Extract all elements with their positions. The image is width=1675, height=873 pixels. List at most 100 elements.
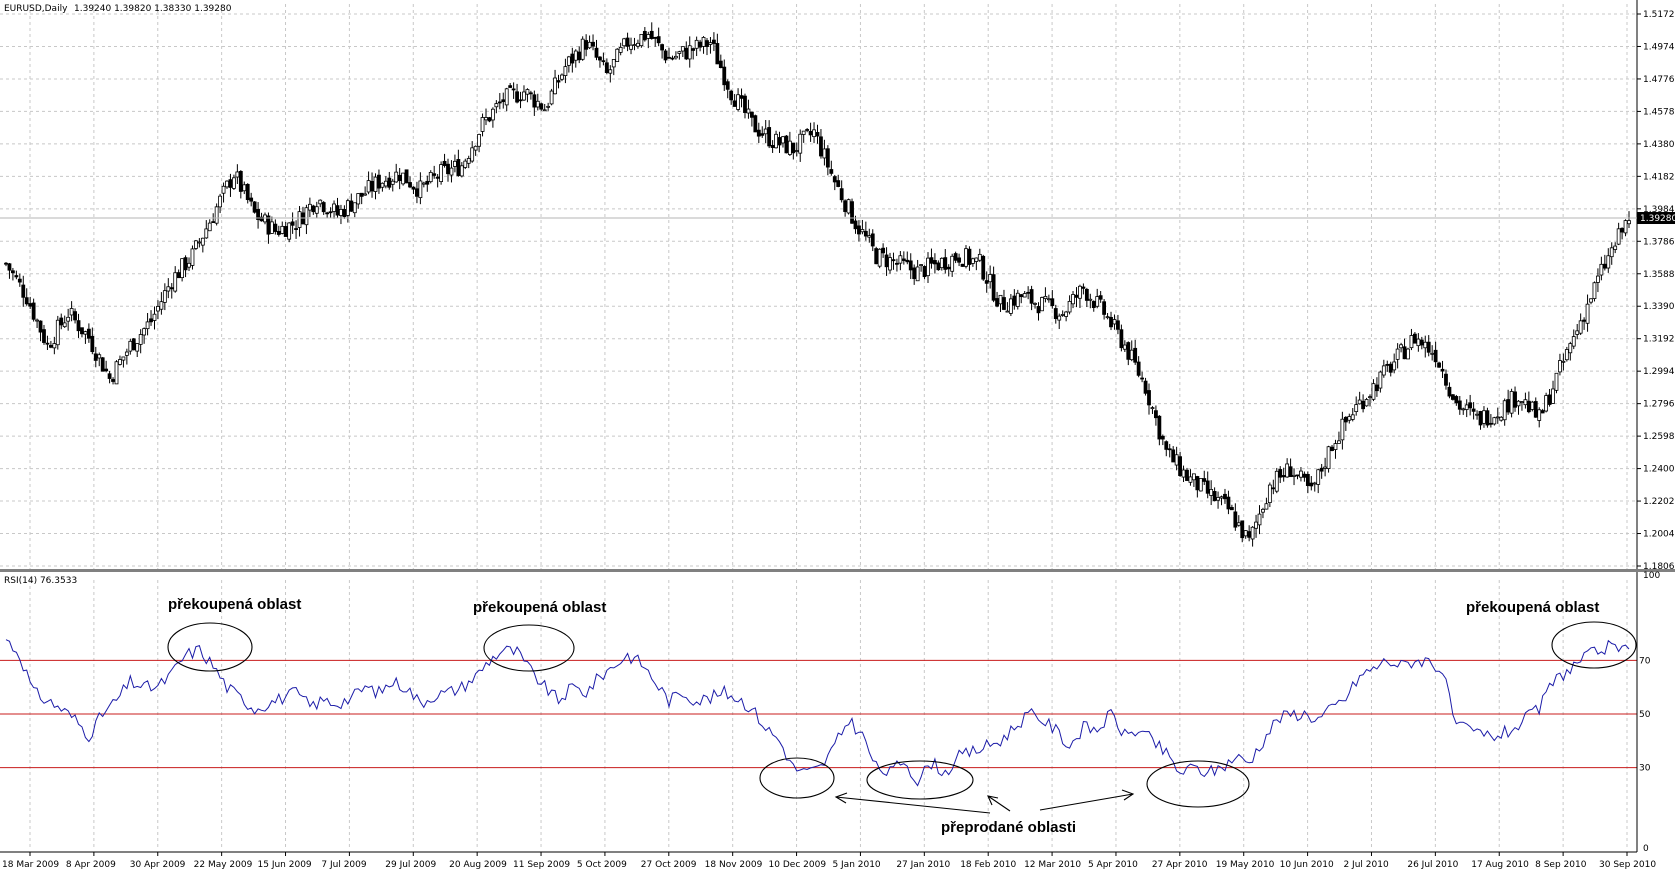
candle [1623,219,1628,237]
candle-body [200,237,205,246]
candle [307,197,312,218]
candle-body [1357,399,1362,405]
candle-body [660,44,665,51]
candle [946,264,951,277]
candle-body [1606,255,1611,269]
date-tick-label: 18 Nov 2009 [705,860,763,870]
candle [642,27,647,42]
candle [1575,324,1580,340]
price-tick-label: 1.39840 [1643,205,1675,215]
candle-body [618,47,623,53]
candle [1482,406,1486,428]
candle [1243,530,1248,539]
candle [1292,468,1296,486]
candle [712,32,716,52]
candle-body [1026,291,1031,294]
candle-body [211,221,216,224]
candle [245,183,250,204]
candle [708,37,713,54]
candle [345,198,350,223]
candle [473,145,478,156]
candle-body [715,43,720,65]
candle-body [1395,348,1400,360]
candle [408,176,412,189]
candle [1254,514,1258,538]
candle [1571,329,1576,350]
candle-body [1371,383,1376,400]
candle-body [995,298,999,307]
candle-body [1012,295,1017,306]
candle [97,352,102,367]
candle [287,222,292,243]
candle [1126,341,1131,366]
candle-body [1623,220,1628,234]
candle [991,266,996,303]
candle [1361,394,1366,413]
candle [819,129,823,159]
candle [1444,369,1448,390]
candle-body [801,130,806,135]
candle [749,111,754,127]
candle [4,262,8,267]
candle [1150,406,1155,414]
candle-body [518,99,523,102]
price-tick-label: 1.33900 [1643,302,1675,312]
candle [7,262,12,279]
candle [11,267,15,281]
candle [449,160,454,183]
candle [1378,370,1383,393]
candle-body [1354,404,1359,413]
candle [1281,467,1286,482]
candle [1326,445,1331,473]
candle [197,238,202,248]
candle [591,34,595,51]
candle-body [280,225,285,234]
candle [863,221,868,241]
candle [1261,507,1265,519]
candle [228,173,233,197]
candle-body [825,148,830,168]
candle-body [649,30,654,39]
candle [35,318,39,328]
candle-body [1419,339,1424,346]
candle [249,192,254,207]
candle-body [1098,295,1103,300]
candle-body [960,263,965,267]
price-tick-label: 1.20040 [1643,530,1675,540]
candle [1026,286,1031,300]
candle-body [1281,475,1286,478]
rsi-line [5,639,1630,787]
candle-body [149,318,153,323]
candle [1171,446,1176,463]
annotation-overbought-1: překoupená oblast [167,596,301,672]
candle-body [1561,360,1566,363]
candle [283,221,288,237]
date-tick-label: 5 Apr 2010 [1088,860,1138,870]
candle [936,260,941,271]
candle [176,269,181,279]
candle [162,283,167,311]
candle-body [1008,298,1013,314]
candle [546,102,551,111]
candle [860,219,865,235]
candle [1309,476,1314,491]
candle [1599,256,1604,281]
chart-axes [0,0,1675,853]
date-tick-label: 10 Dec 2009 [769,860,827,870]
candle-body [670,57,675,60]
candle-body [266,215,271,235]
annotation-label: překoupená oblast [168,596,301,613]
candle [1468,394,1473,416]
candle-body [1440,368,1445,372]
candle-body [819,136,823,157]
candle-body [1523,399,1528,406]
candle-body [1406,348,1410,360]
candle-body [93,353,98,361]
candle [1223,488,1227,504]
candle-body [394,171,399,183]
candle-body [1140,377,1144,380]
candle-body [1596,275,1600,283]
candle [511,82,516,99]
candle-body [1495,416,1500,419]
